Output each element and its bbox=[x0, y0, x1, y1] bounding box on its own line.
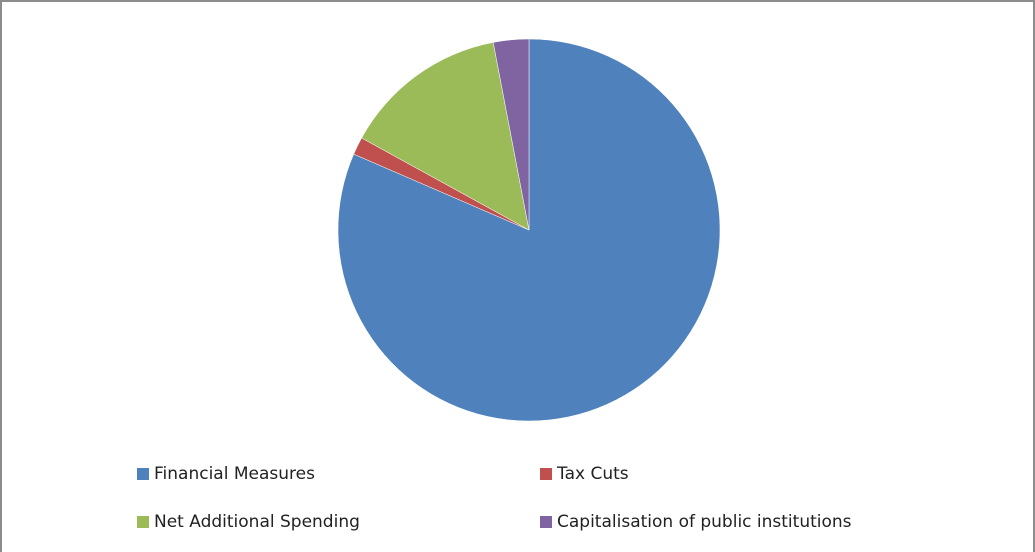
legend-swatch bbox=[137, 516, 149, 528]
pie-slice bbox=[492, 38, 530, 231]
legend-swatch bbox=[540, 468, 552, 480]
legend-swatch bbox=[137, 468, 149, 480]
legend-label: Net Additional Spending bbox=[154, 512, 360, 532]
legend-label: Tax Cuts bbox=[556, 464, 629, 484]
legend-label: Capitalisation of public institutions bbox=[557, 512, 852, 532]
pie-slice bbox=[361, 42, 530, 231]
legend-swatch bbox=[540, 516, 552, 528]
legend-label: Financial Measures bbox=[154, 464, 315, 484]
